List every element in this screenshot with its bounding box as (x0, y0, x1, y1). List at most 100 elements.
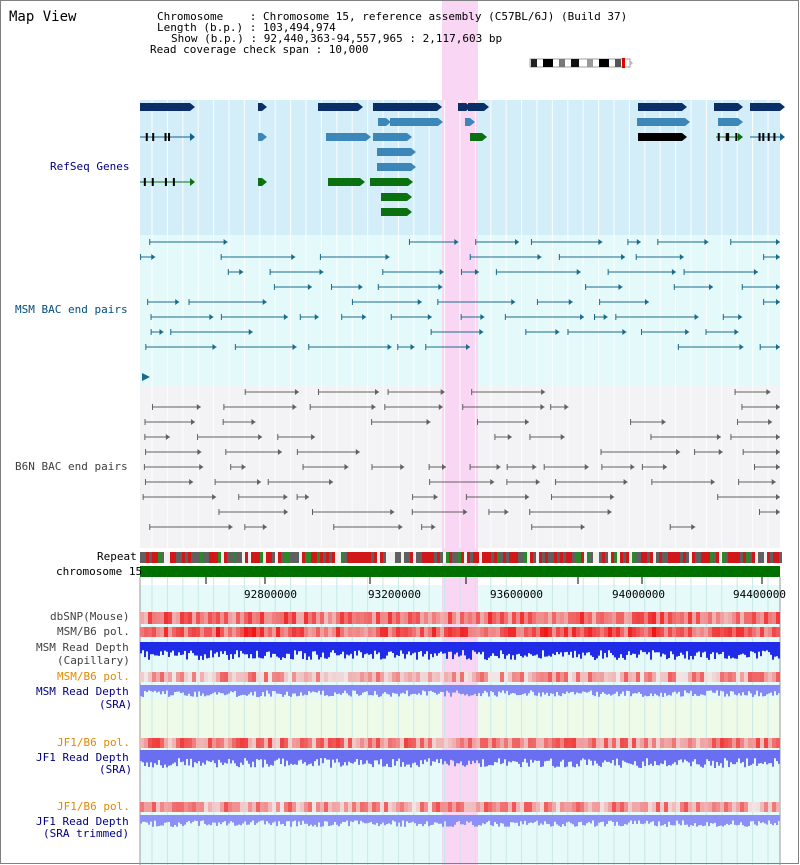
bac-end-arrow (685, 329, 690, 335)
polymorphism-cell (648, 738, 652, 748)
gene-arrow (190, 133, 195, 141)
gene-arrow (262, 133, 267, 141)
polymorphism-cell (540, 802, 544, 812)
read-depth-bar (310, 750, 312, 764)
repeat-block (182, 552, 185, 563)
msm-b6-pol-capillary-label[interactable]: MSM/B6 pol. (57, 625, 130, 638)
read-depth-bar (154, 750, 156, 764)
read-depth-bar (624, 642, 626, 660)
polymorphism-cell (756, 612, 760, 624)
bac-end-arrow (479, 329, 484, 335)
read-depth-bar (380, 642, 382, 660)
read-depth-bar (340, 642, 342, 655)
read-depth-bar (462, 642, 464, 651)
bac-end-arrow (676, 449, 681, 455)
polymorphism-cell (248, 738, 252, 748)
read-depth-bar (702, 750, 704, 768)
polymorphism-cell (592, 627, 596, 637)
read-depth-bar (612, 815, 614, 822)
read-depth-bar (662, 642, 664, 654)
read-depth-bar (408, 642, 410, 652)
read-depth-bar (710, 642, 712, 654)
read-depth-bar (186, 685, 188, 696)
read-depth-bar (586, 642, 588, 653)
read-depth-bar (472, 815, 474, 826)
length-line: Length (b.p.) : 103,494,974 (157, 21, 336, 34)
refseq-genes-label[interactable]: RefSeq Genes (50, 160, 130, 173)
repeat-block (695, 552, 698, 563)
polymorphism-cell (604, 802, 608, 812)
read-depth-bar (702, 642, 704, 653)
read-depth-bar (524, 815, 526, 821)
bac-end-arrow (390, 509, 395, 515)
polymorphism-cell (624, 672, 628, 682)
read-depth-bar (646, 642, 648, 655)
msm-depth-sra-label[interactable]: MSM Read Depth (36, 685, 129, 698)
polymorphism-cell (684, 802, 688, 812)
msm-b6-pol-sra-label[interactable]: MSM/B6 pol. (57, 670, 130, 683)
polymorphism-cell (656, 612, 660, 624)
read-depth-bar (476, 642, 478, 654)
polymorphism-cell (200, 627, 204, 637)
bac-end-arrow (362, 314, 367, 320)
repeat-block (383, 552, 386, 563)
read-depth-bar (752, 815, 754, 822)
polymorphism-cell (472, 738, 476, 748)
read-depth-bar (614, 750, 616, 766)
read-depth-bar (588, 685, 590, 692)
read-depth-bar (372, 815, 374, 825)
gene-arrow (190, 103, 195, 111)
read-depth-bar (156, 642, 158, 656)
read-depth-bar (388, 815, 390, 824)
polymorphism-cell (512, 802, 516, 812)
read-depth-bar (394, 815, 396, 822)
polymorphism-cell (420, 672, 424, 682)
jf1-trimmed-depth-label[interactable]: JF1 Read Depth (36, 815, 129, 828)
repeat-block (437, 552, 440, 563)
read-depth-bar (768, 642, 770, 653)
polymorphism-cell (312, 612, 316, 624)
polymorphism-cell (228, 612, 232, 624)
gene-arrow (262, 178, 267, 186)
exon (168, 133, 171, 141)
read-depth-bar (244, 815, 246, 822)
repeat-block (449, 552, 452, 563)
read-depth-bar (730, 642, 732, 659)
read-depth-bar (378, 642, 380, 653)
polymorphism-cell (540, 738, 544, 748)
dbsnp-label[interactable]: dbSNP(Mouse) (50, 610, 130, 623)
repeat-block (653, 552, 656, 563)
polymorphism-cell (776, 672, 780, 682)
read-depth-bar (252, 815, 254, 821)
jf1-b6-pol-label[interactable]: JF1/B6 pol. (57, 736, 130, 749)
read-depth-bar (394, 685, 396, 694)
chromosome-ideogram[interactable] (529, 53, 633, 68)
repeat-block (761, 552, 764, 563)
msm-depth-capillary-label[interactable]: MSM Read Depth (36, 641, 129, 654)
read-depth-bar (732, 815, 734, 821)
read-depth-bar (208, 815, 210, 825)
read-depth-bar (476, 815, 478, 827)
repeat-block (260, 552, 263, 563)
polymorphism-cell (596, 612, 600, 624)
read-depth-bar (708, 685, 710, 691)
exon (725, 133, 728, 141)
read-depth-bar (220, 685, 222, 694)
b6n-bac-label[interactable]: B6N BAC end pairs (15, 460, 128, 473)
jf1-b6-pol-trimmed-label[interactable]: JF1/B6 pol. (57, 800, 130, 813)
read-depth-bar (148, 642, 150, 660)
read-depth-bar (250, 815, 252, 823)
read-depth-bar (538, 685, 540, 693)
msm-bac-label[interactable]: MSM BAC end pairs (15, 303, 128, 316)
read-depth-bar (328, 642, 330, 658)
read-depth-bar (498, 685, 500, 692)
jf1-depth-label[interactable]: JF1 Read Depth (36, 751, 129, 764)
read-depth-bar (404, 685, 406, 694)
polymorphism-cell (608, 612, 612, 624)
repeat-block (425, 552, 428, 563)
read-depth-bar (678, 750, 680, 761)
read-depth-bar (286, 815, 288, 822)
polymorphism-cell (480, 627, 484, 637)
polymorphism-cell (640, 802, 644, 812)
read-depth-bar (600, 685, 602, 694)
